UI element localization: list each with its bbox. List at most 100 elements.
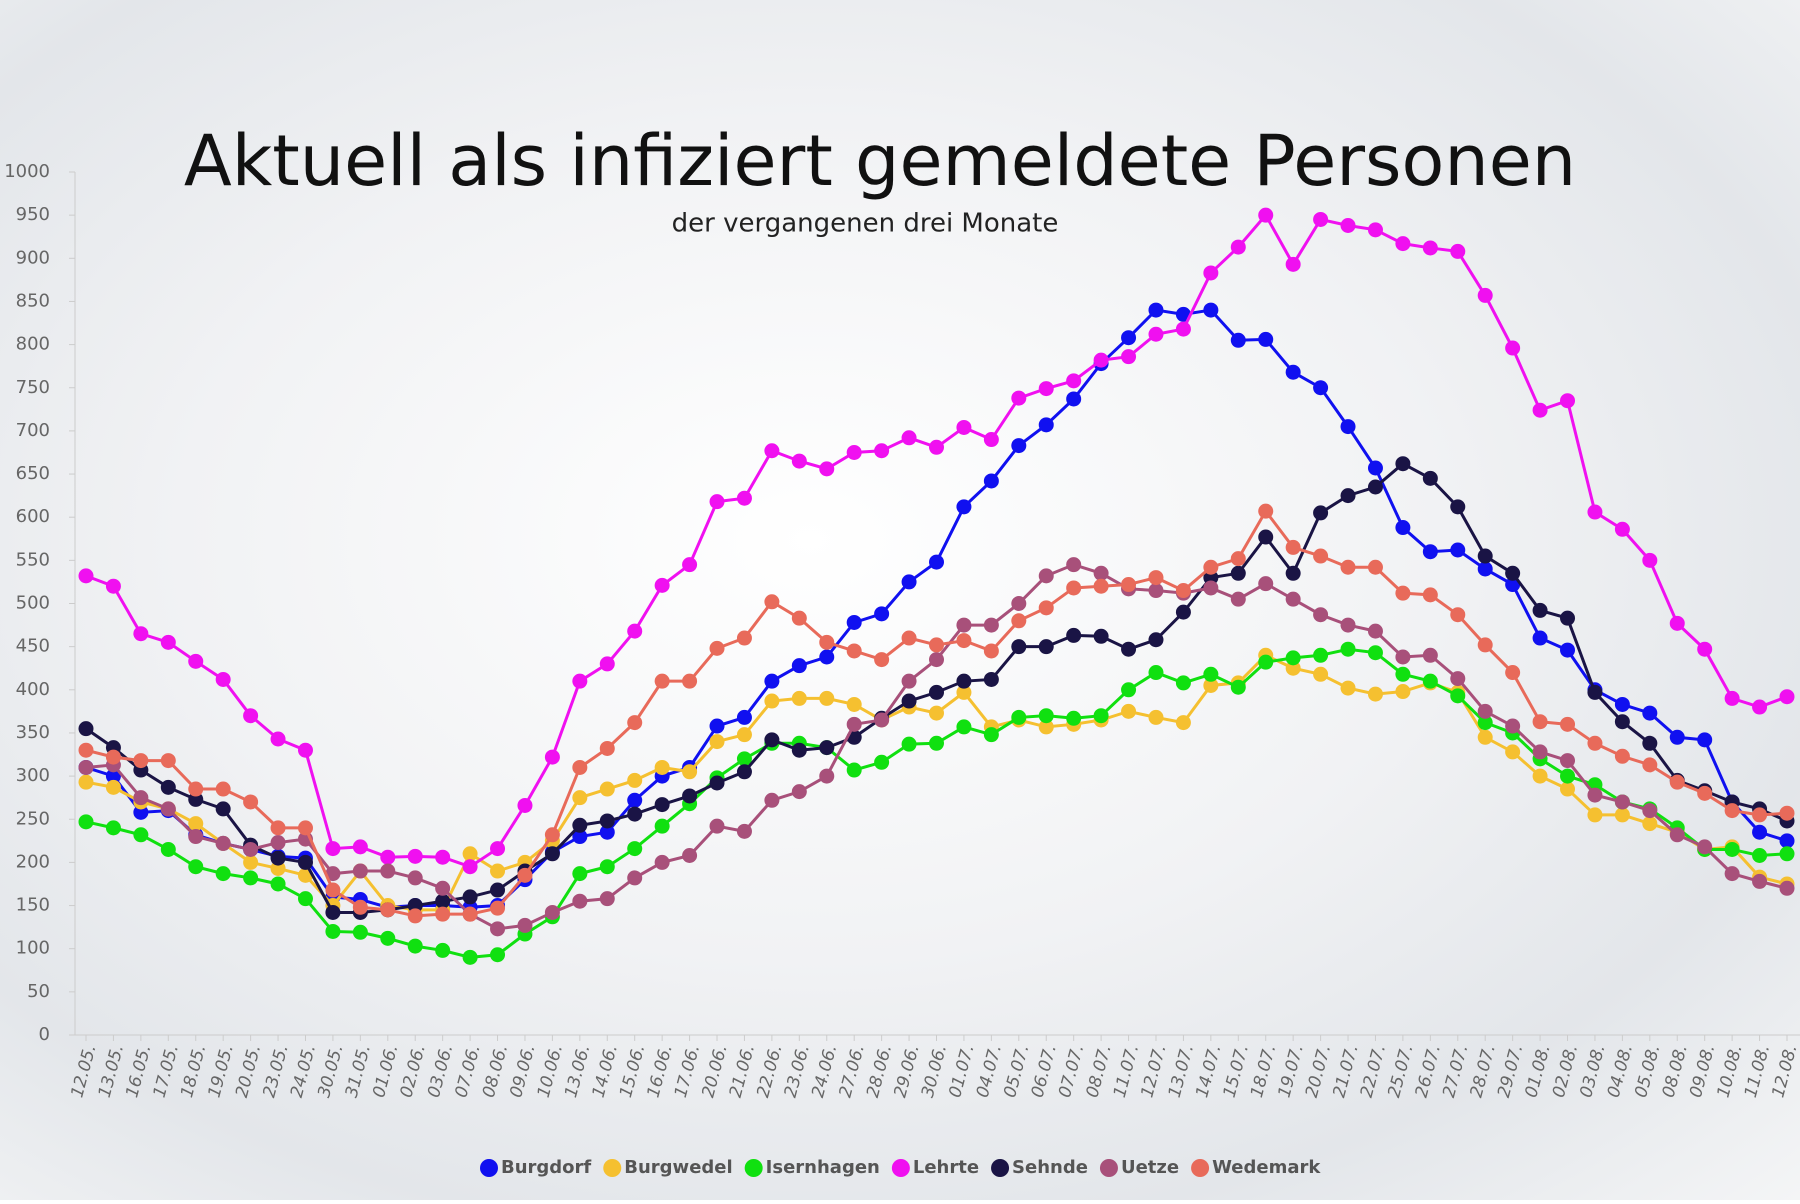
point [1121, 703, 1137, 719]
point [1450, 499, 1466, 515]
point [544, 827, 560, 843]
point [160, 753, 176, 769]
legend-marker [1099, 1159, 1118, 1177]
point [160, 801, 176, 817]
point [1011, 390, 1027, 406]
point [462, 859, 478, 875]
point [1505, 340, 1521, 356]
point [929, 652, 944, 668]
point [325, 923, 341, 939]
point [983, 643, 999, 659]
point [627, 841, 643, 857]
point [215, 835, 231, 851]
point [1450, 671, 1466, 687]
point [243, 841, 259, 857]
point [1560, 753, 1576, 769]
point [1313, 666, 1329, 682]
point [105, 578, 121, 594]
point [736, 630, 752, 646]
point [78, 568, 94, 584]
legend-label: Uetze [1121, 1157, 1179, 1178]
point [654, 818, 670, 834]
point [1230, 565, 1246, 581]
point [599, 813, 615, 829]
point [1367, 222, 1383, 238]
point [1203, 559, 1219, 575]
point [160, 841, 176, 857]
point [1148, 709, 1164, 725]
point [544, 846, 560, 862]
point [1121, 577, 1137, 593]
point [1395, 456, 1411, 472]
point [1669, 774, 1685, 790]
point [490, 863, 506, 879]
point [380, 930, 396, 946]
point [188, 816, 204, 832]
point [544, 749, 560, 765]
point [133, 804, 149, 820]
point [270, 731, 286, 747]
point [627, 772, 643, 788]
point [1587, 787, 1603, 803]
point [133, 827, 149, 843]
point [352, 839, 368, 855]
point [682, 847, 698, 863]
y-tick-label: 600 [16, 506, 50, 527]
point [1258, 503, 1274, 519]
point [435, 942, 451, 958]
point [1395, 649, 1411, 665]
point [243, 708, 259, 724]
point [1148, 632, 1164, 648]
point [1395, 585, 1411, 601]
point [654, 797, 670, 813]
point [929, 735, 944, 751]
point [874, 606, 890, 622]
point [490, 921, 506, 937]
point [846, 614, 862, 630]
point [1752, 873, 1768, 889]
point [572, 817, 588, 833]
point [297, 854, 313, 870]
point [1642, 757, 1658, 773]
point [105, 768, 121, 784]
point [572, 866, 588, 882]
y-tick-label: 900 [16, 247, 50, 268]
point [1477, 637, 1493, 653]
point [270, 860, 286, 876]
point [983, 671, 999, 687]
point [105, 820, 121, 836]
point [1313, 607, 1329, 623]
point [736, 727, 752, 743]
point [846, 696, 862, 712]
point [1697, 785, 1713, 801]
point [462, 949, 478, 965]
point [1175, 675, 1191, 691]
y-tick-label: 0 [39, 1024, 50, 1045]
point [599, 891, 615, 907]
point [243, 870, 259, 886]
point [160, 779, 176, 795]
point [1175, 604, 1191, 620]
point [215, 781, 231, 797]
point [1340, 641, 1356, 657]
point [709, 818, 725, 834]
point [791, 453, 807, 469]
point [901, 673, 917, 689]
point [1505, 718, 1521, 734]
point [1285, 650, 1301, 666]
point [1560, 642, 1576, 658]
point [1450, 607, 1466, 623]
point [1285, 660, 1301, 676]
point [325, 882, 341, 898]
point [243, 794, 259, 810]
y-tick-label: 300 [16, 765, 50, 786]
point [846, 716, 862, 732]
point [846, 444, 862, 460]
legend-label: Isernhagen [766, 1157, 880, 1178]
point [1313, 380, 1329, 396]
point [1258, 207, 1274, 223]
point [572, 790, 588, 806]
point [1285, 256, 1301, 272]
point [654, 577, 670, 593]
point [133, 626, 149, 642]
